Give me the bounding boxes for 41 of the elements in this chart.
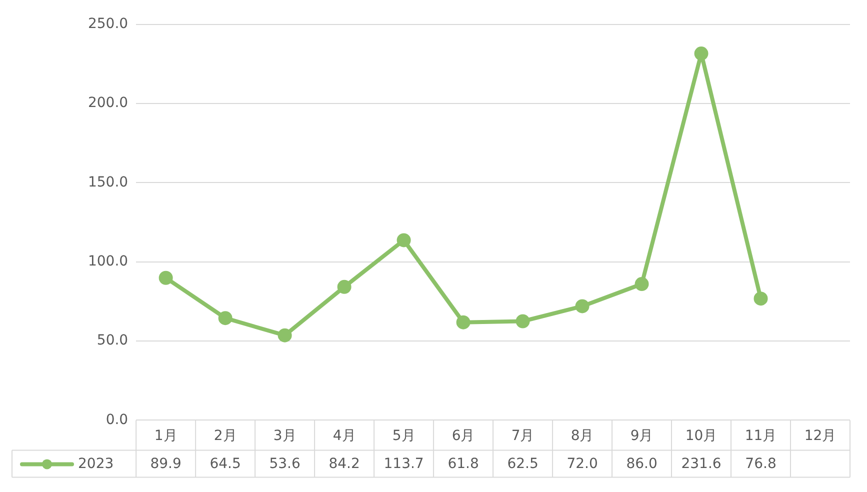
point	[754, 292, 768, 306]
y-tick-label: 100.0	[88, 254, 128, 270]
data-label: 64.5	[210, 456, 241, 472]
x-tick-label: 2月	[214, 428, 237, 444]
data-label: 72.0	[566, 456, 598, 472]
x-tick-label: 1月	[154, 428, 178, 444]
x-tick-label: 5月	[392, 428, 416, 444]
x-tick-label: 10月	[685, 428, 718, 444]
y-tick-label: 150.0	[88, 174, 128, 190]
point	[456, 315, 470, 330]
point	[158, 270, 173, 285]
x-tick-label: 12月	[804, 428, 836, 444]
data-label: 113.7	[384, 456, 424, 472]
x-tick-label: 11月	[744, 428, 777, 444]
data-label: 62.5	[507, 456, 538, 472]
point	[396, 233, 411, 248]
point	[634, 277, 649, 292]
x-tick-label: 3月	[273, 428, 296, 444]
data-label: 53.6	[269, 456, 300, 472]
y-tick-label: 50.0	[96, 332, 128, 349]
x-tick-label: 9月	[630, 428, 654, 444]
x-tick-label: 8月	[570, 428, 594, 444]
data-label: 61.8	[448, 456, 479, 472]
data-label: 89.9	[150, 456, 182, 472]
data-label: 86.0	[626, 456, 658, 472]
data-label: 231.6	[681, 456, 722, 472]
data-label: 76.8	[745, 456, 776, 472]
point	[516, 314, 530, 328]
x-tick-label: 7月	[511, 428, 534, 444]
point	[218, 311, 232, 326]
x-tick-label: 4月	[332, 428, 356, 444]
point	[694, 46, 708, 61]
y-tick-label: 250.0	[88, 16, 128, 32]
y-tick-label: 0.0	[106, 412, 128, 428]
x-tick-label: 6月	[452, 428, 475, 444]
point	[278, 328, 292, 342]
point	[575, 299, 590, 314]
legend-label: 2023	[78, 456, 114, 472]
point	[337, 280, 352, 294]
data-label: 84.2	[328, 456, 360, 472]
y-tick-label: 200.0	[88, 95, 128, 112]
